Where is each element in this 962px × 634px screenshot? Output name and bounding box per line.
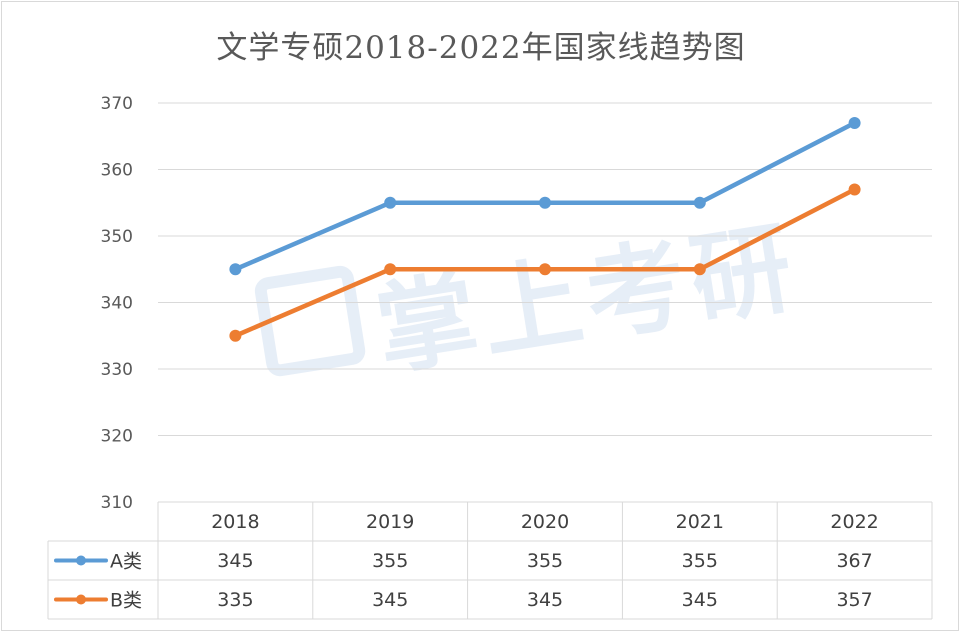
table-value: 345: [217, 550, 253, 572]
x-category-label: 2018: [211, 511, 259, 533]
table-value: 367: [836, 550, 872, 572]
data-point: [848, 183, 861, 196]
x-category-label: 2022: [830, 511, 878, 533]
series-line: [233, 120, 857, 272]
x-category-label: 2019: [366, 511, 414, 533]
y-tick-label: 350: [101, 227, 133, 247]
legend-marker: [76, 555, 86, 566]
y-tick-label: 310: [101, 493, 133, 513]
y-tick-label: 330: [101, 360, 133, 380]
data-point: [384, 263, 397, 276]
table-value: 355: [682, 550, 718, 572]
data-point: [229, 263, 242, 276]
legend-marker: [76, 594, 86, 605]
table-value: 345: [527, 589, 563, 611]
y-tick-label: 340: [101, 294, 133, 314]
y-tick-label: 360: [101, 161, 133, 181]
legend-label: B类: [110, 590, 142, 612]
data-point: [539, 263, 551, 276]
data-point: [693, 263, 706, 276]
chart-title: 文学专硕2018-2022年国家线趋势图: [216, 30, 746, 66]
data-point: [539, 196, 551, 209]
y-tick-label: 370: [101, 94, 133, 114]
table-value: 355: [527, 550, 563, 572]
table-value: 355: [372, 550, 408, 572]
data-point: [848, 116, 861, 129]
data-point: [384, 196, 397, 209]
table-value: 335: [217, 589, 253, 611]
x-category-label: 2021: [676, 511, 724, 533]
data-point: [693, 196, 706, 209]
table-value: 345: [372, 589, 408, 611]
y-tick-label: 320: [101, 427, 133, 447]
series-line: [233, 187, 857, 338]
legend-label: A类: [110, 551, 142, 573]
x-category-label: 2020: [521, 511, 569, 533]
table-value: 345: [682, 589, 718, 611]
table-value: 357: [836, 589, 872, 611]
data-point: [229, 329, 242, 342]
